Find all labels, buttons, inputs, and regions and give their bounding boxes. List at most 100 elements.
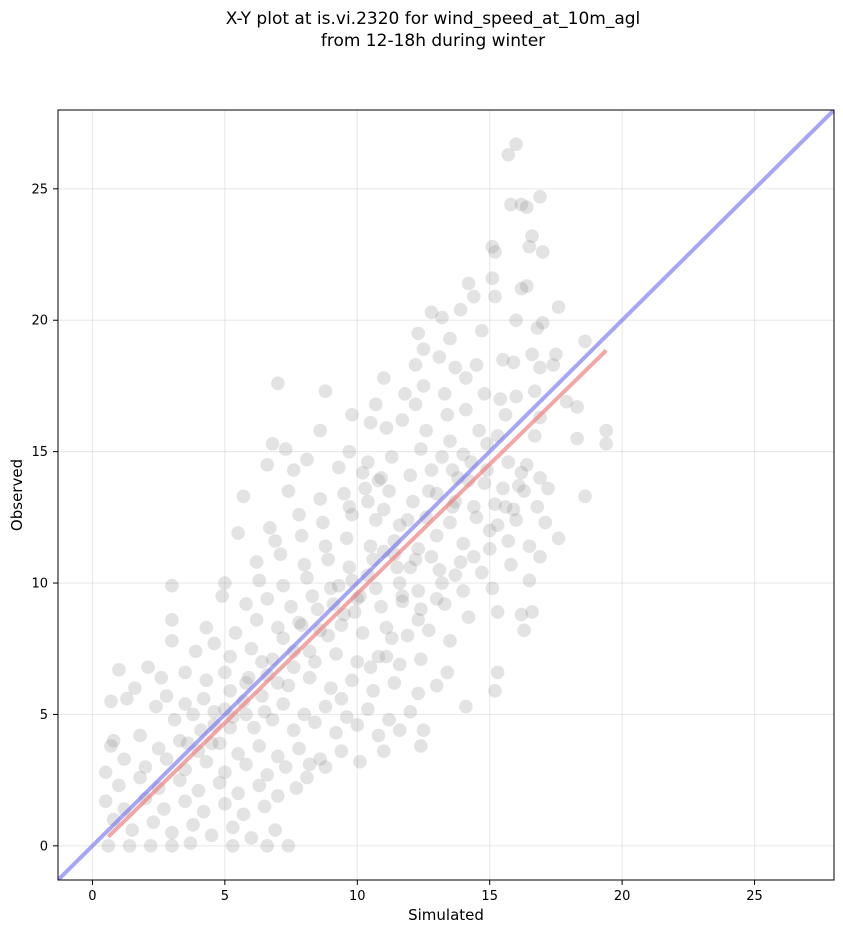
data-point	[276, 578, 290, 593]
data-point	[159, 689, 174, 703]
data-point	[488, 683, 502, 698]
data-point	[371, 728, 386, 743]
data-point	[318, 384, 333, 398]
data-point	[453, 302, 468, 317]
data-point	[289, 781, 304, 795]
data-point	[535, 245, 550, 259]
data-point	[167, 712, 182, 727]
data-point	[498, 408, 513, 422]
data-point	[414, 739, 428, 753]
data-point	[421, 484, 436, 498]
data-point	[445, 463, 460, 477]
data-point	[517, 623, 531, 638]
data-point	[191, 783, 206, 798]
data-point	[215, 589, 230, 603]
data-point	[122, 839, 137, 853]
data-point	[323, 681, 338, 695]
data-point	[538, 515, 553, 530]
data-point	[467, 500, 481, 514]
data-point	[271, 676, 285, 690]
data-point	[512, 479, 526, 493]
data-point	[411, 686, 425, 701]
data-point	[212, 736, 227, 751]
data-point	[173, 773, 187, 787]
data-point	[313, 423, 327, 438]
chart-title-line-2: from 12-18h during winter	[320, 31, 546, 51]
data-point	[106, 733, 121, 748]
data-point	[459, 699, 473, 714]
data-point	[384, 631, 399, 646]
data-point	[408, 358, 423, 372]
data-point	[403, 468, 418, 483]
data-point	[490, 665, 505, 680]
data-point	[141, 660, 155, 674]
data-point	[403, 560, 418, 575]
data-point	[300, 570, 314, 585]
data-point	[366, 683, 380, 698]
data-point	[165, 634, 179, 648]
data-point	[255, 655, 269, 669]
data-point	[331, 578, 346, 593]
data-point	[400, 513, 415, 527]
data-point	[395, 589, 410, 603]
data-point	[218, 576, 232, 590]
data-point	[488, 245, 502, 259]
y-tick-label: 10	[31, 577, 48, 592]
data-point	[461, 610, 476, 625]
data-point	[329, 647, 343, 661]
data-point	[527, 384, 542, 398]
data-point	[339, 710, 354, 724]
data-point	[297, 557, 312, 572]
data-point	[337, 486, 351, 501]
one-to-one-line	[58, 110, 834, 880]
data-point	[361, 494, 375, 509]
data-point	[440, 408, 455, 422]
data-point	[493, 392, 508, 406]
data-point	[369, 513, 383, 527]
data-point	[249, 555, 264, 569]
data-point	[151, 741, 166, 756]
data-point	[522, 539, 537, 554]
data-point	[482, 523, 497, 538]
data-point	[186, 707, 200, 722]
data-point	[265, 436, 280, 451]
data-point	[157, 802, 171, 816]
data-point	[271, 376, 285, 391]
data-point	[435, 450, 449, 464]
data-point	[416, 342, 431, 356]
data-point	[358, 481, 373, 496]
data-point	[382, 484, 396, 498]
data-point	[165, 825, 179, 840]
data-point	[178, 665, 192, 680]
data-point	[292, 507, 306, 522]
data-point	[257, 799, 272, 814]
data-point	[549, 347, 563, 362]
data-point	[496, 352, 510, 367]
data-point	[429, 486, 444, 501]
data-point	[477, 387, 492, 401]
data-point	[395, 594, 410, 609]
data-point	[570, 400, 584, 414]
data-point	[411, 613, 425, 627]
data-point	[488, 497, 502, 511]
data-point	[501, 147, 516, 162]
data-point	[305, 589, 320, 603]
data-point	[509, 513, 523, 527]
data-point	[437, 387, 452, 401]
data-point	[318, 760, 333, 774]
data-point	[522, 239, 537, 254]
data-point	[247, 720, 261, 735]
chart-title-line-1: X-Y plot at is.vi.2320 for wind_speed_at…	[225, 9, 641, 29]
data-point	[239, 757, 253, 772]
data-point	[252, 573, 267, 588]
data-point	[98, 765, 113, 780]
data-point	[390, 560, 404, 575]
data-point	[353, 754, 367, 769]
data-point	[334, 691, 349, 706]
data-point	[342, 500, 357, 514]
data-point	[128, 681, 142, 695]
data-point	[329, 726, 343, 740]
axis-ticks: 0 5 10 15 20 25 0 5 10 15 20 25	[31, 182, 762, 904]
data-point	[228, 626, 243, 640]
data-point	[443, 434, 457, 448]
